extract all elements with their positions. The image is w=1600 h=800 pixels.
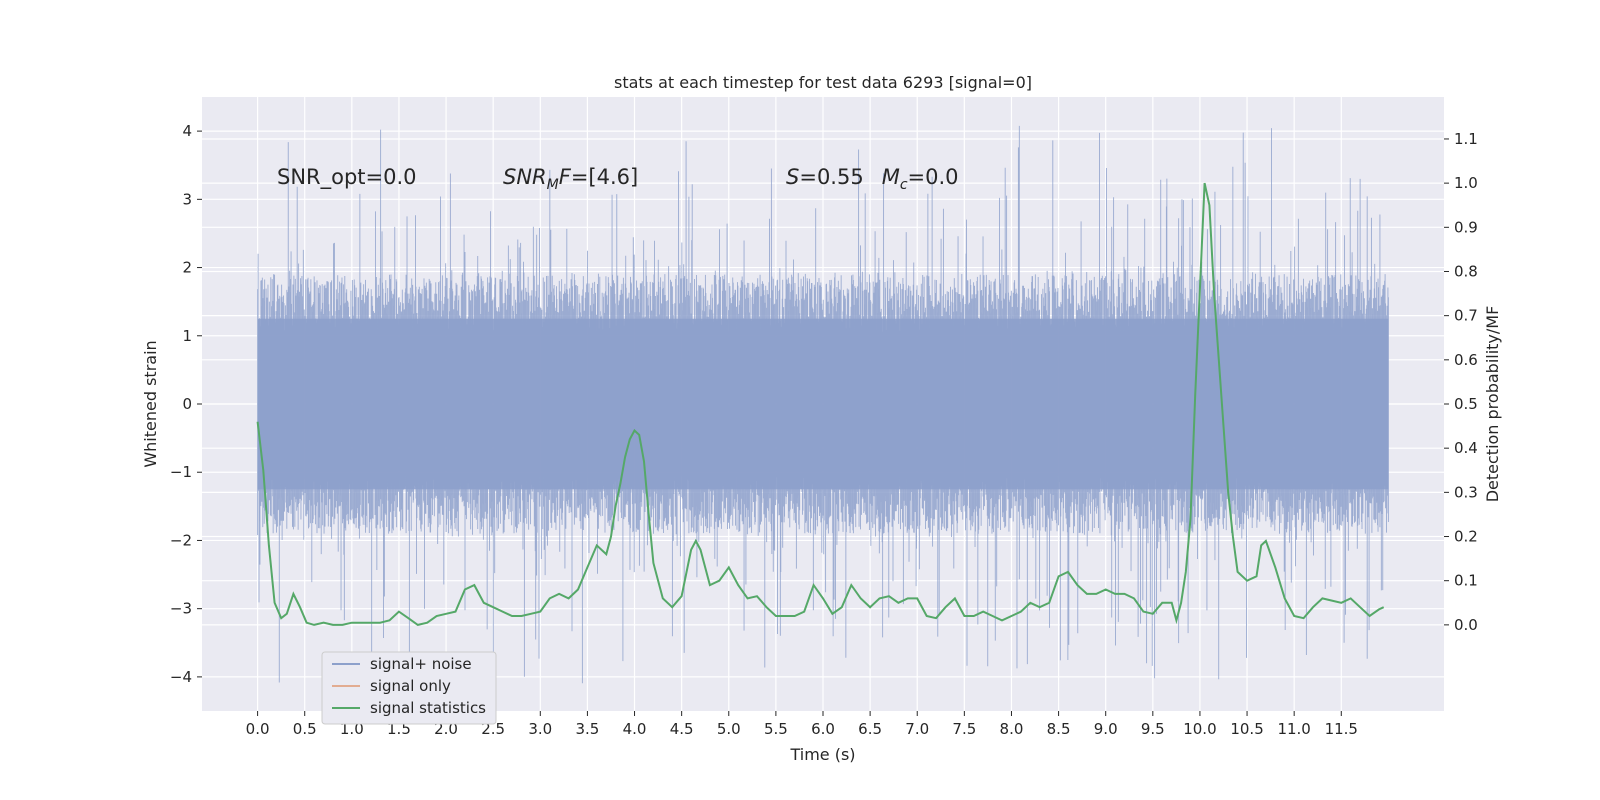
x-tick-label: 6.0 — [811, 720, 835, 738]
y-right-tick-label: 0.0 — [1454, 616, 1478, 634]
x-tick-label: 4.0 — [623, 720, 647, 738]
x-tick-label: 3.0 — [528, 720, 552, 738]
x-axis-label: Time (s) — [789, 745, 855, 764]
y-right-tick-label: 0.6 — [1454, 351, 1478, 369]
x-tick-label: 11.0 — [1277, 720, 1310, 738]
y-right-tick-label: 0.4 — [1454, 439, 1478, 457]
snr-opt-annotation: SNR_opt=0.0 — [277, 165, 417, 190]
y-left-tick-label: −3 — [170, 600, 192, 618]
y-right-axis-label: Detection probability/MF — [1483, 306, 1502, 503]
y-right-tick-label: 0.1 — [1454, 572, 1478, 590]
series-signal-statistics-line — [256, 182, 1385, 626]
signal-noise-core — [257, 318, 1389, 490]
x-tick-label: 8.5 — [1047, 720, 1071, 738]
x-tick-label: 5.0 — [717, 720, 741, 738]
x-tick-label: 9.0 — [1094, 720, 1118, 738]
chart-title: stats at each timestep for test data 629… — [614, 73, 1032, 92]
y-right-tick-label: 0.9 — [1454, 218, 1478, 236]
x-tick-label: 10.0 — [1183, 720, 1216, 738]
y-right-tick-label: 1.1 — [1454, 130, 1478, 148]
x-tick-label: 0.0 — [246, 720, 270, 738]
x-tick-label: 11.5 — [1325, 720, 1358, 738]
y-left-tick-label: 2 — [182, 259, 192, 277]
mc-sub: c — [900, 177, 908, 193]
mc-value: =0.0 — [908, 165, 959, 189]
x-tick-label: 8.0 — [1000, 720, 1024, 738]
snr-mf-sub: M — [547, 177, 559, 193]
y-right-tick-label: 0.8 — [1454, 262, 1478, 280]
legend-label-signal-statistics: signal statistics — [370, 699, 486, 717]
y-left-axis-label: Whitened strain — [141, 340, 160, 467]
snr-mf-mid: F — [559, 165, 572, 189]
y-right-tick-label: 0.3 — [1454, 483, 1478, 501]
snr-mf-annotation: SNRMF=[4.6] — [503, 165, 638, 193]
y-left-tick-label: −1 — [170, 463, 192, 481]
legend: signal+ noise signal only signal statist… — [321, 651, 497, 725]
snr-mf-prefix: SNR — [503, 165, 547, 189]
y-left-tick-label: 0 — [182, 395, 192, 413]
x-tick-label: 3.5 — [575, 720, 599, 738]
x-tick-label: 4.5 — [670, 720, 694, 738]
y-right-tick-label: 0.2 — [1454, 528, 1478, 546]
x-tick-label: 5.5 — [764, 720, 788, 738]
y-right-tick-label: 0.5 — [1454, 395, 1478, 413]
mc-prefix: M — [882, 165, 900, 189]
snr-mf-value: =[4.6] — [571, 165, 638, 189]
y-left-tick-label: 1 — [182, 327, 192, 345]
s-prefix: S — [786, 165, 799, 189]
x-tick-label: 10.5 — [1230, 720, 1263, 738]
y-right-tick-label: 1.0 — [1454, 174, 1478, 192]
x-tick-label: 6.5 — [858, 720, 882, 738]
legend-box — [321, 651, 497, 725]
x-tick-label: 9.5 — [1141, 720, 1165, 738]
x-tick-label: 7.5 — [952, 720, 976, 738]
y-left-tick-label: −4 — [170, 668, 192, 686]
legend-label-signal-only: signal only — [370, 677, 451, 695]
y-left-tick-label: 4 — [182, 122, 192, 140]
s-mc-annotation: S=0.55 Mc=0.0 — [786, 165, 959, 193]
x-tick-label: 0.5 — [293, 720, 317, 738]
series-signal-noise — [257, 125, 1389, 684]
y-left-tick-label: −2 — [170, 531, 192, 549]
x-tick-label: 7.0 — [905, 720, 929, 738]
y-right-tick-label: 0.7 — [1454, 307, 1478, 325]
y-left-tick-label: 3 — [182, 190, 192, 208]
y-right-axis-ticks: 1.1 1.0 0.9 0.8 0.7 0.6 0.5 0.4 0.3 0.2 0.1 0.0 — [1444, 130, 1478, 634]
s-value: =0.55 — [799, 165, 863, 189]
x-axis-ticks: 0.0 0.5 1.0 1.5 2.0 2.5 3.0 3.5 4.0 4.5 5.0 5.5 6.0 6… — [246, 711, 1358, 738]
y-left-axis-ticks: 4 3 2 1 0 −1 −2 −3 −4 — [170, 122, 202, 686]
legend-label-signal-noise: signal+ noise — [370, 655, 472, 673]
